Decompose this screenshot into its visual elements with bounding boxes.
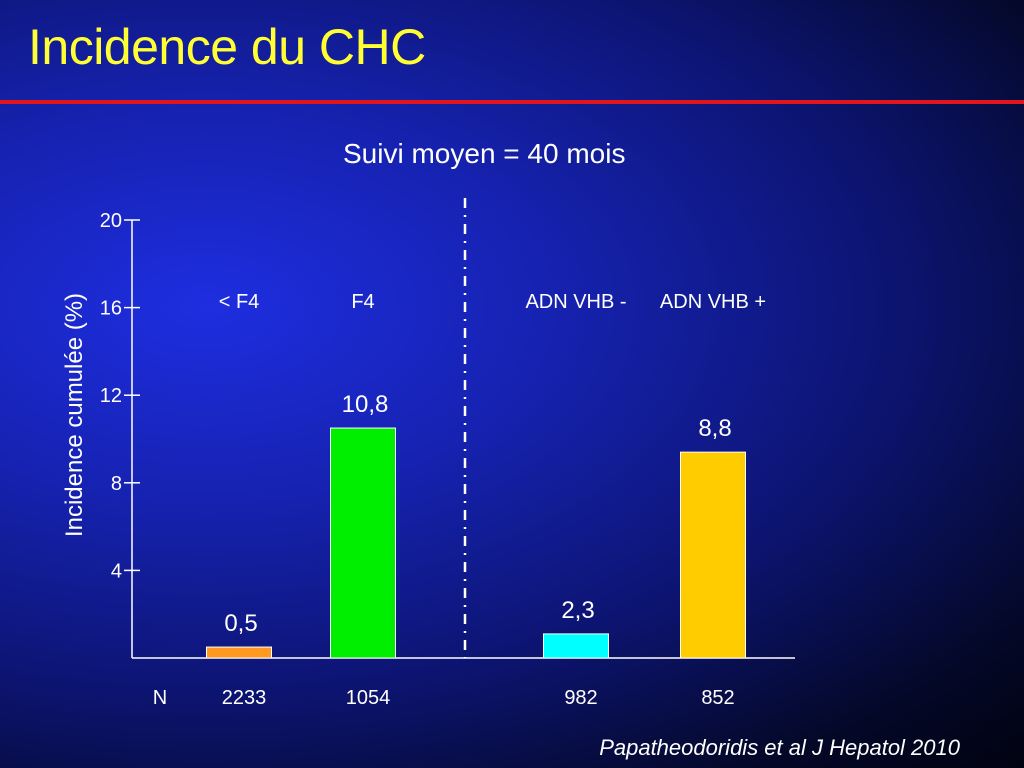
n-row-label: N <box>153 687 167 709</box>
y-tick-label: 16 <box>100 298 122 320</box>
category-label: F4 <box>351 291 374 313</box>
bar-value-label: 10,8 <box>342 391 389 418</box>
y-axis-label: Incidence cumulée (%) <box>61 293 88 537</box>
category-label: ADN VHB + <box>660 291 766 313</box>
bar <box>330 427 396 659</box>
n-value: 982 <box>564 687 597 709</box>
y-tick-label: 8 <box>111 473 122 495</box>
source-citation: Papatheodoridis et al J Hepatol 2010 <box>599 735 960 760</box>
bar-value-label: 0,5 <box>224 610 257 637</box>
bar <box>543 633 609 659</box>
category-label: ADN VHB - <box>525 291 626 313</box>
n-value: 1054 <box>346 687 391 709</box>
n-value: 852 <box>701 687 734 709</box>
y-tick-label: 20 <box>100 210 122 232</box>
title-rule <box>0 100 1024 104</box>
category-label: < F4 <box>219 291 260 313</box>
n-value: 2233 <box>222 687 267 709</box>
y-tick-label: 12 <box>100 385 122 407</box>
bar-value-label: 2,3 <box>561 597 594 624</box>
slide-title: Incidence du CHC <box>28 19 426 75</box>
y-tick-label: 4 <box>111 560 122 582</box>
chart-subtitle: Suivi moyen = 40 mois <box>343 138 626 169</box>
bar-value-label: 8,8 <box>698 415 731 442</box>
bar <box>680 451 746 659</box>
bar <box>206 646 272 659</box>
